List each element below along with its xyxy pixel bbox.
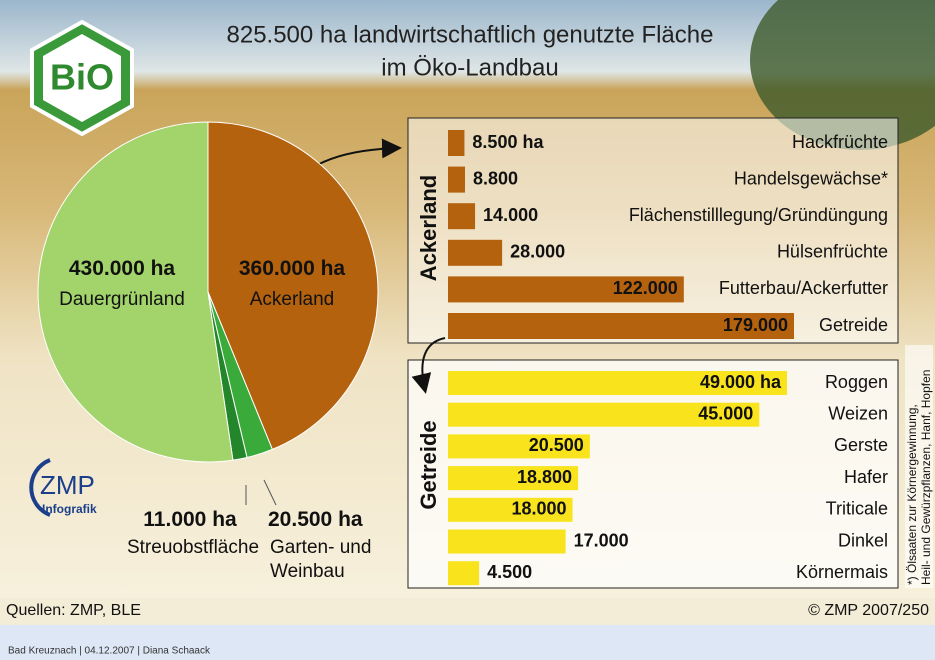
copyright: © ZMP 2007/250 (808, 602, 929, 619)
category-label: Garten- und Weinbau (270, 536, 405, 584)
value-label: 18.800 (517, 467, 572, 487)
footer: Bad Kreuznach | 04.12.2007 | Diana Schaa… (8, 646, 211, 657)
value-label: 49.000 ha (700, 372, 782, 392)
value-label: 8.800 (473, 168, 518, 188)
chart-title: 825.500 ha landwirtschaftlich genutzte F… (227, 21, 714, 48)
value-label: 360.000 ha (222, 257, 362, 281)
panel-title: Ackerland (416, 175, 441, 281)
value-label: 430.000 ha (52, 257, 192, 281)
bio-logo-text: BiO (50, 57, 114, 98)
category-label: Dinkel (838, 530, 888, 550)
value-label: 18.000 (511, 499, 566, 519)
category-label: Futterbau/Ackerfutter (719, 278, 888, 298)
panel-title: Getreide (416, 420, 441, 509)
value-label: 122.000 (613, 278, 678, 298)
zmp-logo-subtitle: Infografik (42, 502, 97, 516)
value-label: 8.500 ha (472, 132, 544, 152)
footnote: Heil- und Gewürzpflanzen, Hanf, Hopfen (919, 370, 933, 585)
bar (448, 561, 479, 585)
value-label: 14.000 (483, 205, 538, 225)
category-label: Ackerland (222, 288, 362, 312)
chart-title: im Öko-Landbau (381, 54, 558, 81)
category-label: Getreide (819, 315, 888, 335)
infographic: BiO ZMP Infografik 825.500 ha landwirtsc… (0, 0, 935, 660)
value-label: 45.000 (698, 403, 753, 423)
sources: Quellen: ZMP, BLE (6, 602, 141, 619)
category-label: Gerste (834, 435, 888, 455)
bar (448, 240, 502, 266)
category-label: Hafer (844, 467, 888, 487)
panel (408, 118, 898, 343)
bar (448, 167, 465, 193)
value-label: 20.500 (529, 435, 584, 455)
category-label: Hülsenfrüchte (777, 242, 888, 262)
value-label: 28.000 (510, 242, 565, 262)
value-label: 20.500 ha (268, 508, 388, 532)
category-label: Hackfrüchte (792, 132, 888, 152)
zmp-logo: ZMP (40, 470, 95, 500)
value-label: 11.000 ha (125, 508, 255, 532)
footnote: *) Ölsaaten zur Körnergewinnung, (905, 404, 919, 585)
category-label: Handelsgewächse* (734, 168, 888, 188)
category-label: Weizen (828, 403, 888, 423)
page: BiO ZMP Infografik 825.500 ha landwirtsc… (0, 0, 935, 660)
value-label: 4.500 (487, 562, 532, 582)
bar (448, 130, 464, 156)
category-label: Flächenstilllegung/Gründüngung (629, 205, 888, 225)
category-label: Dauergrünland (32, 288, 212, 312)
value-label: 17.000 (574, 530, 629, 550)
bar (448, 530, 566, 554)
category-label: Roggen (825, 372, 888, 392)
value-label: 179.000 (723, 315, 788, 335)
bar (448, 203, 475, 229)
category-label: Körnermais (796, 562, 888, 582)
category-label: Streuobstfläche (118, 536, 268, 560)
category-label: Triticale (826, 499, 888, 519)
